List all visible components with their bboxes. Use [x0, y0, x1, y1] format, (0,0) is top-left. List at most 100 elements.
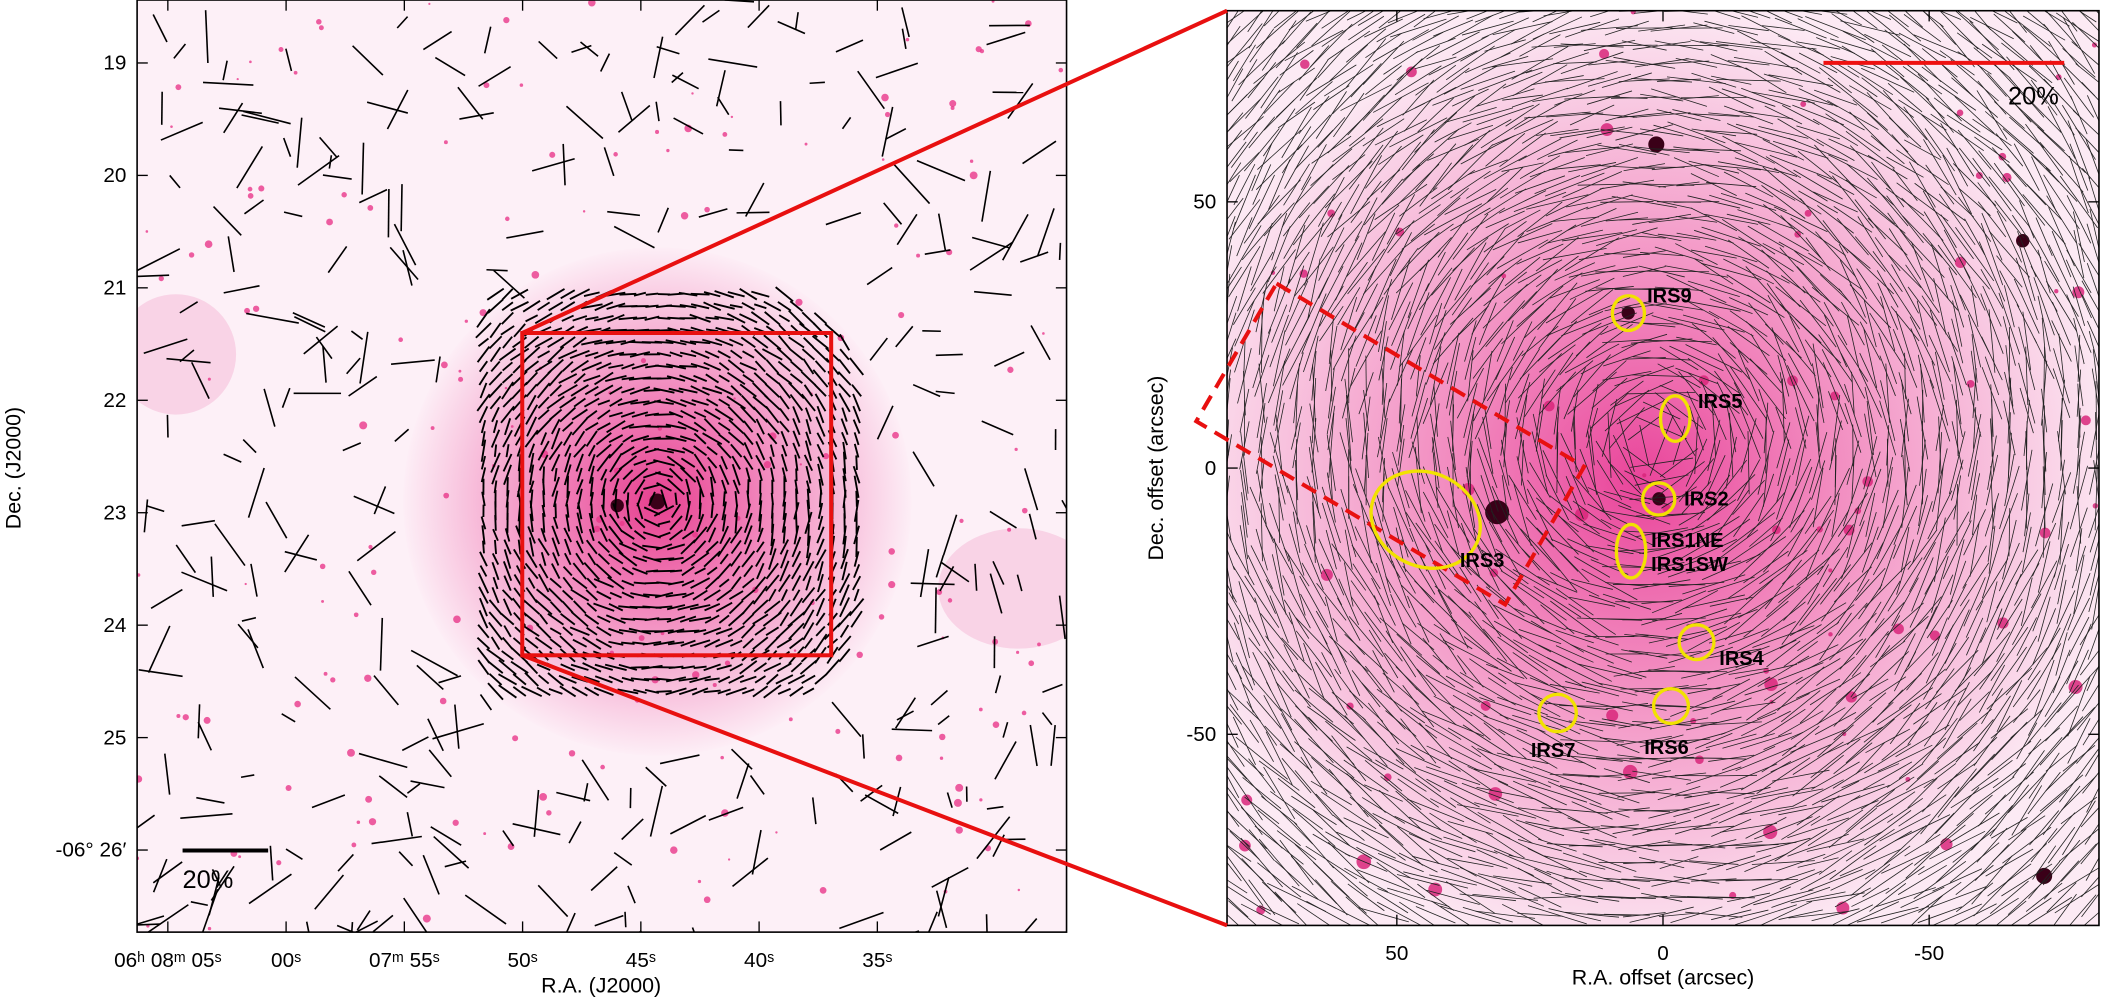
star [916, 254, 920, 258]
star [698, 880, 701, 883]
vector [1060, 243, 1061, 260]
y-tick-label: 50 [1193, 191, 1216, 214]
y-tick-label: -06° 26′ [55, 839, 126, 862]
star [539, 793, 547, 801]
vector [670, 570, 682, 571]
nebula [938, 528, 1098, 648]
star [882, 158, 885, 161]
star [465, 320, 468, 323]
vector [987, 914, 988, 946]
star [440, 698, 447, 705]
vector [519, 512, 520, 534]
y-tick-label: 24 [103, 614, 126, 637]
star [505, 217, 510, 222]
star [205, 240, 213, 248]
vector [495, 515, 496, 531]
vector [1366, 356, 1367, 396]
source-label: IRS4 [1719, 648, 1764, 670]
star [655, 130, 659, 134]
source-label: IRS7 [1531, 740, 1576, 762]
star [641, 358, 646, 363]
star [453, 616, 461, 624]
star [764, 461, 771, 468]
star [319, 25, 324, 30]
star [324, 672, 328, 676]
star [208, 378, 211, 381]
star [354, 612, 359, 617]
star [713, 683, 717, 687]
star [453, 820, 459, 826]
scale-bar-label: 20% [183, 866, 234, 894]
star [276, 860, 281, 865]
star [881, 94, 889, 102]
vector [619, 354, 636, 355]
source-label: IRS6 [1644, 737, 1689, 759]
vector [810, 82, 825, 83]
star [238, 855, 241, 858]
star [351, 843, 356, 848]
y-tick-label: 22 [103, 389, 126, 412]
star [619, 521, 624, 526]
y-axis-label: Dec. offset (arcsec) [1144, 376, 1168, 561]
vector [591, 503, 592, 518]
star [279, 47, 284, 52]
star [894, 223, 898, 227]
star [681, 212, 688, 219]
source-label: IRS1SW [1651, 554, 1728, 576]
y-tick-label: 20 [103, 164, 126, 187]
star [948, 598, 952, 602]
x-axis-label: R.A. (J2000) [541, 973, 661, 997]
star [294, 71, 298, 75]
star [970, 171, 978, 179]
y-tick-label: 21 [103, 277, 126, 300]
star [666, 149, 669, 152]
vector [654, 414, 675, 415]
star [979, 708, 983, 712]
star [892, 432, 899, 439]
star [441, 361, 448, 368]
star [1007, 367, 1013, 373]
star [520, 83, 524, 87]
star [512, 735, 518, 741]
vector [644, 390, 661, 391]
star [286, 785, 292, 791]
star [369, 818, 376, 825]
star [2054, 289, 2058, 293]
star [954, 799, 962, 807]
vector [619, 294, 636, 295]
x-tick-label: 45ˢ [626, 949, 656, 972]
star [1028, 660, 1034, 666]
right-image [1202, 0, 2101, 938]
star [731, 116, 733, 118]
x-axis-label: R.A. offset (arcsec) [1572, 965, 1755, 989]
star [898, 312, 904, 318]
star [728, 858, 730, 860]
x-tick-label: 40ˢ [744, 949, 774, 972]
star [885, 112, 890, 117]
star [159, 276, 164, 281]
star [320, 564, 326, 570]
star [856, 652, 862, 658]
star [347, 749, 355, 757]
star [2093, 503, 2098, 508]
star [835, 729, 840, 734]
x-tick-label: 00ˢ [271, 949, 301, 972]
star [364, 675, 371, 682]
star [979, 798, 982, 801]
vector [796, 488, 797, 509]
star [365, 796, 372, 803]
star [691, 92, 693, 94]
star [959, 519, 963, 523]
star [245, 583, 247, 585]
star [1695, 755, 1704, 764]
star [906, 38, 910, 42]
vector [1649, 271, 1709, 272]
star [146, 230, 149, 233]
vector [619, 931, 642, 950]
vector [737, 212, 770, 213]
star [505, 387, 507, 389]
left-image [113, 0, 1099, 968]
star [483, 832, 486, 835]
star [1300, 59, 1310, 69]
star [1967, 380, 1975, 388]
